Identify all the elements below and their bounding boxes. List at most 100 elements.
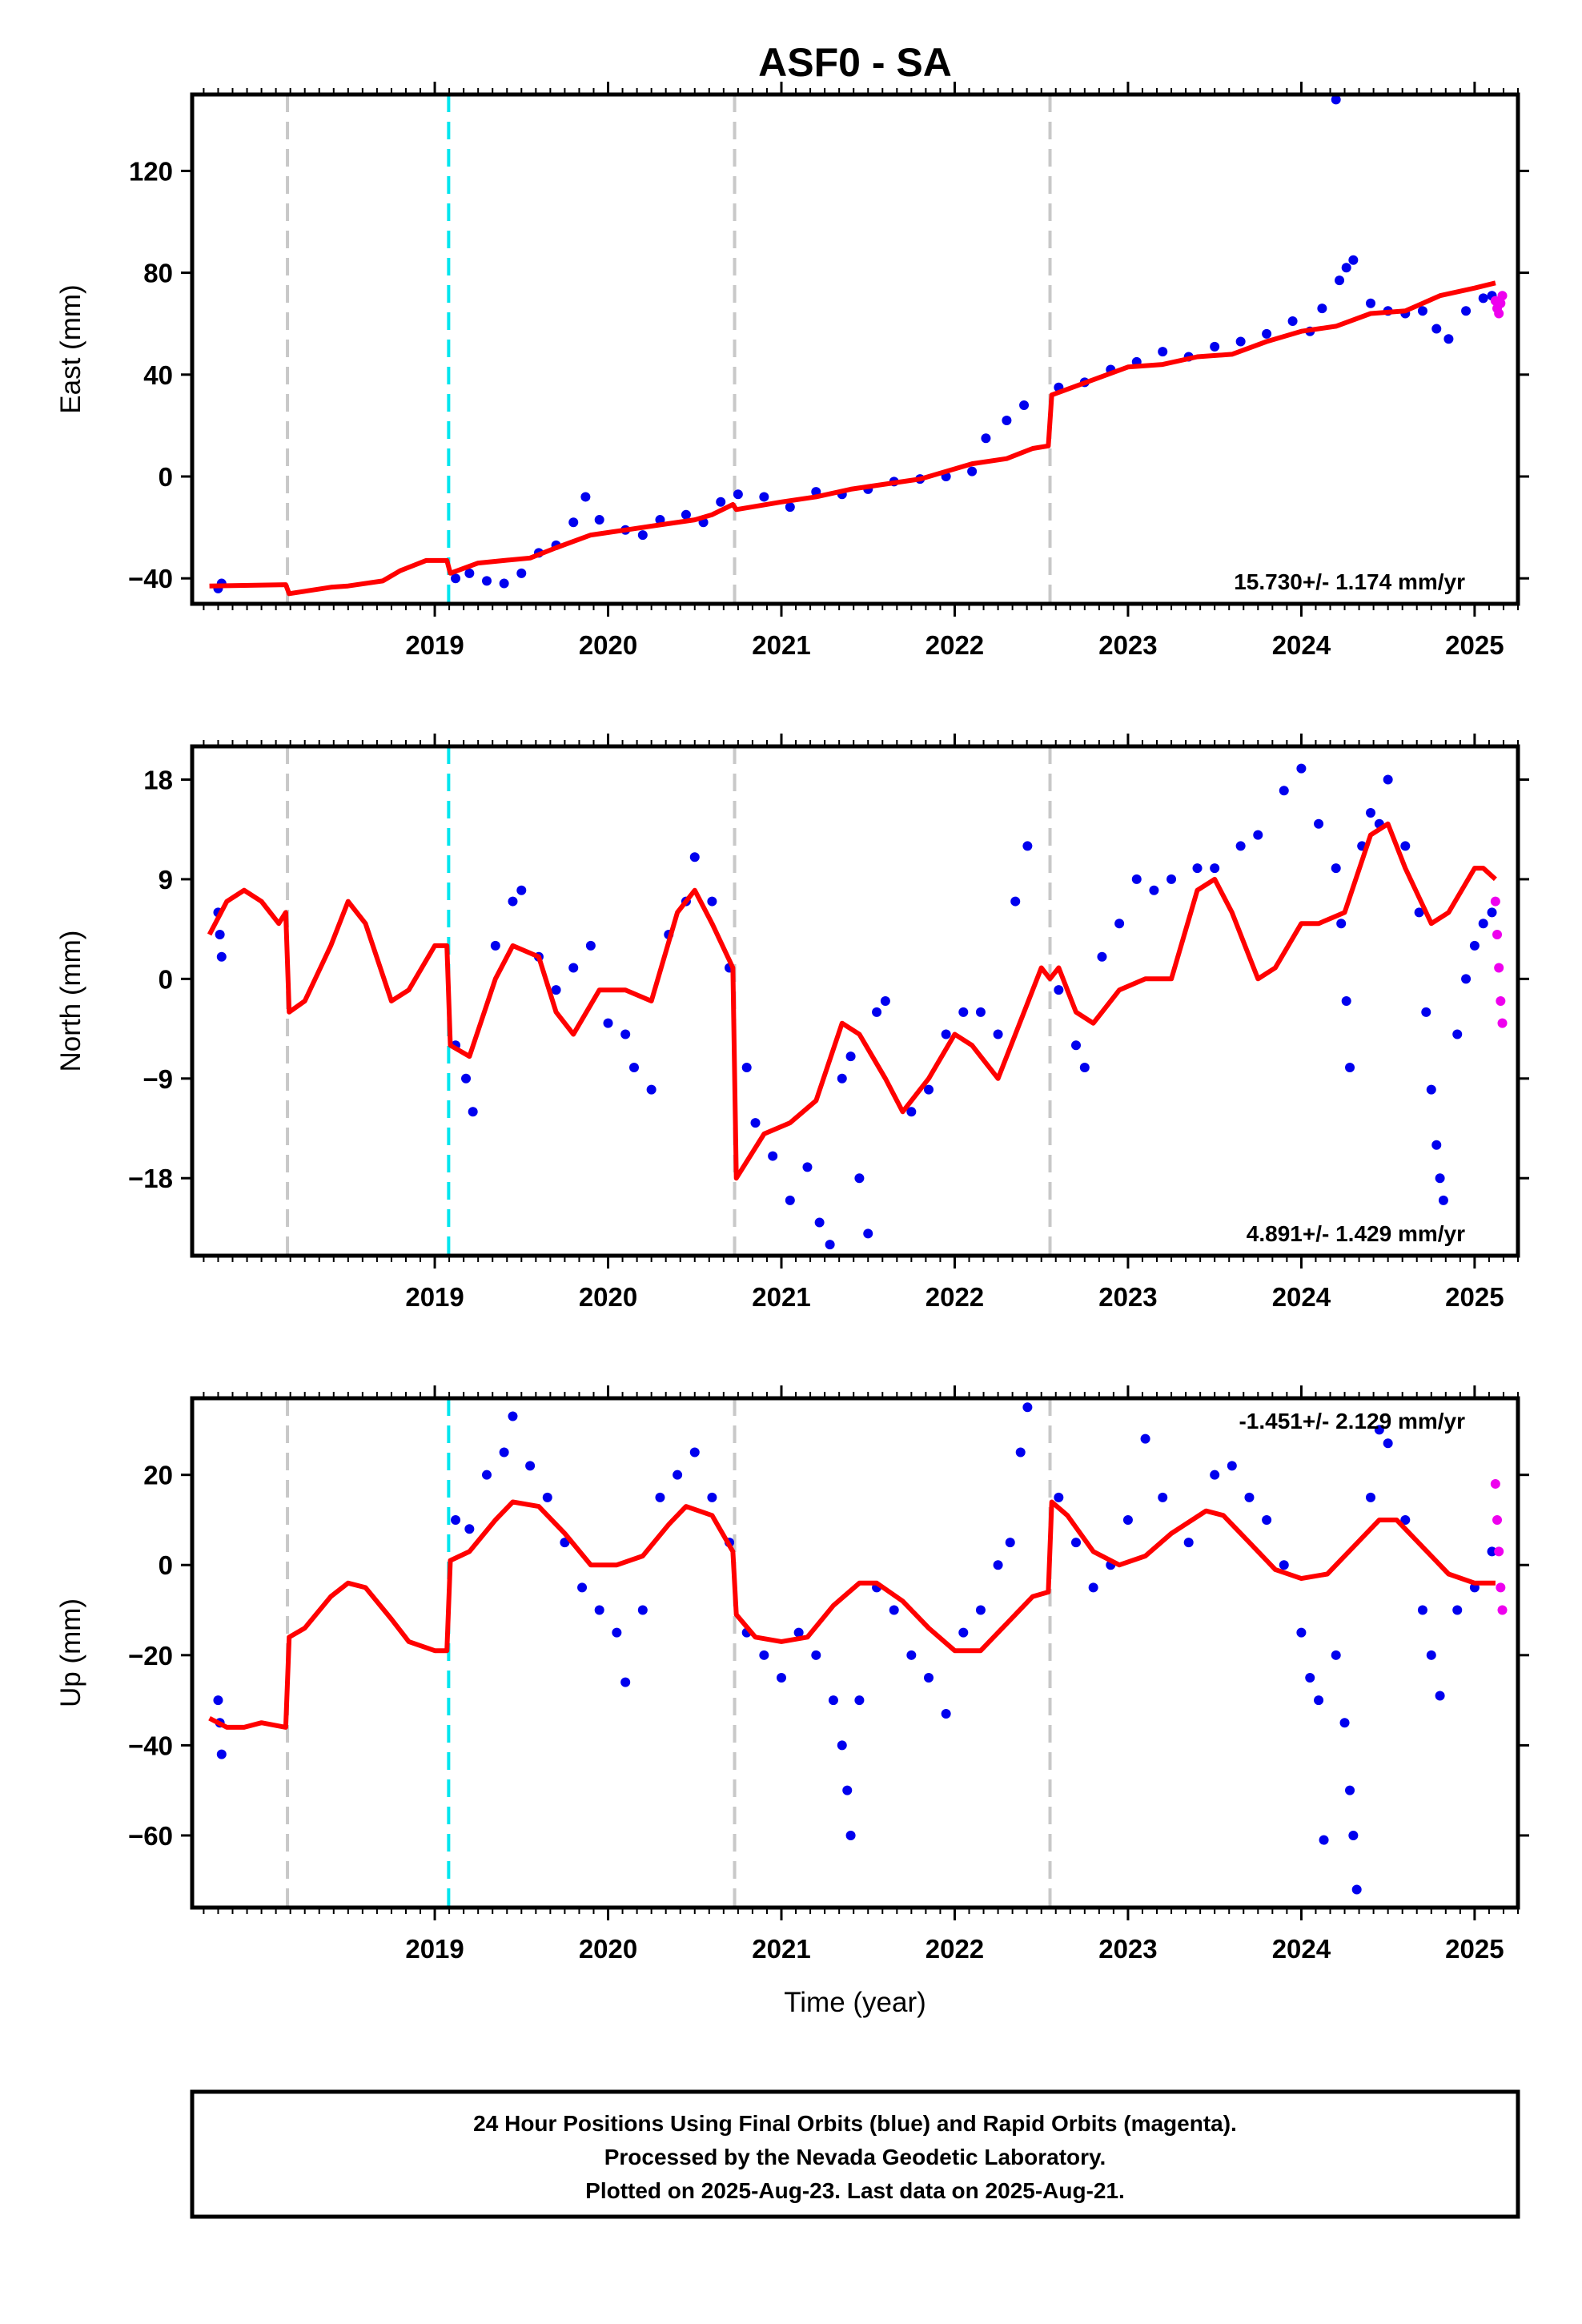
data-point-final xyxy=(837,1740,847,1751)
data-point-final xyxy=(1262,328,1272,339)
data-point-final xyxy=(1341,996,1351,1006)
data-point-final xyxy=(1002,416,1012,426)
rate-annotation: 15.730+/- 1.174 mm/yr xyxy=(1234,569,1465,594)
data-point-final xyxy=(1383,774,1393,785)
data-point-final xyxy=(629,1062,639,1072)
x-tick-label: 2021 xyxy=(752,1934,810,1964)
data-point-final xyxy=(785,1195,795,1205)
data-point-final xyxy=(1279,1560,1289,1570)
data-point-final xyxy=(1317,304,1327,314)
data-point-rapid xyxy=(1494,963,1504,973)
data-point-final xyxy=(508,1411,518,1421)
data-point-final xyxy=(759,492,769,502)
data-point-final xyxy=(1421,1007,1431,1017)
data-point-final xyxy=(845,1830,856,1840)
data-point-final xyxy=(1400,1514,1411,1525)
x-tick-label: 2023 xyxy=(1098,1934,1157,1964)
data-point-final xyxy=(981,433,991,444)
data-point-final xyxy=(1331,1650,1341,1660)
data-point-final xyxy=(1339,1718,1350,1728)
x-tick-label: 2020 xyxy=(579,630,637,660)
data-point-final xyxy=(1331,863,1341,874)
data-point-final xyxy=(1235,336,1246,347)
rate-annotation: 4.891+/- 1.429 mm/yr xyxy=(1247,1221,1465,1246)
data-point-final xyxy=(1253,830,1263,840)
data-point-final xyxy=(568,517,579,528)
data-point-final xyxy=(1487,907,1497,918)
x-tick-label: 2020 xyxy=(579,1934,637,1964)
data-point-rapid xyxy=(1492,930,1503,940)
data-point-rapid xyxy=(1496,996,1506,1006)
data-point-final xyxy=(1438,1195,1448,1205)
data-point-final xyxy=(872,1007,882,1017)
plot-area xyxy=(207,746,1508,1256)
data-point-final xyxy=(464,568,475,578)
data-point-final xyxy=(1443,334,1454,344)
data-point-rapid xyxy=(1497,291,1508,301)
data-point-final xyxy=(1227,1461,1237,1471)
data-point-final xyxy=(924,1084,934,1095)
data-point-final xyxy=(551,985,561,995)
x-tick-label: 2020 xyxy=(579,1282,637,1312)
data-point-final xyxy=(777,1672,786,1683)
y-tick-label: 18 xyxy=(143,765,173,794)
data-point-final xyxy=(689,1447,700,1458)
model-fit-curve xyxy=(208,1499,1496,1730)
data-point-final xyxy=(1336,919,1347,929)
data-point-final xyxy=(1461,974,1472,984)
data-point-final xyxy=(1374,1425,1384,1435)
data-point-final xyxy=(845,1051,856,1062)
data-point-final xyxy=(1097,951,1107,962)
data-point-final xyxy=(542,1492,552,1502)
data-point-final xyxy=(1319,1835,1329,1845)
data-point-final xyxy=(213,1695,223,1706)
data-point-final xyxy=(1431,1140,1442,1150)
data-point-final xyxy=(1015,1447,1026,1458)
data-point-final xyxy=(958,1627,969,1638)
data-point-final xyxy=(1287,316,1298,327)
data-point-final xyxy=(750,1118,761,1128)
data-point-final xyxy=(1305,1672,1315,1683)
y-tick-label: −18 xyxy=(128,1164,173,1193)
data-point-final xyxy=(1348,255,1359,265)
data-point-final xyxy=(216,951,227,962)
data-point-rapid xyxy=(1496,298,1506,308)
data-point-final xyxy=(1366,298,1375,308)
data-point-final xyxy=(580,492,591,502)
data-point-final xyxy=(1122,1514,1133,1525)
data-point-final xyxy=(490,940,500,951)
data-point-final xyxy=(468,1107,478,1117)
footer-box: 24 Hour Positions Using Final Orbits (bl… xyxy=(190,2089,1520,2219)
data-point-final xyxy=(1149,885,1159,895)
data-point-final xyxy=(216,1749,227,1759)
data-point-final xyxy=(1487,1546,1497,1557)
data-point-final xyxy=(889,1605,899,1615)
data-point-final xyxy=(594,515,604,525)
y-axis-label: Up (mm) xyxy=(55,1598,86,1707)
y-tick-label: −9 xyxy=(143,1064,173,1094)
data-point-final xyxy=(1262,1514,1272,1525)
data-point-final xyxy=(1331,94,1341,105)
data-point-final xyxy=(1010,896,1021,907)
data-point-final xyxy=(1088,1582,1098,1593)
data-point-final xyxy=(941,1029,951,1039)
footer-line-2: Processed by the Nevada Geodetic Laborat… xyxy=(604,2145,1106,2169)
data-point-rapid xyxy=(1497,1605,1508,1615)
data-point-final xyxy=(1279,786,1289,796)
y-tick-label: 0 xyxy=(159,964,173,994)
data-point-final xyxy=(1079,1062,1090,1072)
data-point-final xyxy=(854,1173,865,1184)
data-point-final xyxy=(516,568,527,578)
data-point-final xyxy=(1005,1538,1015,1548)
data-point-final xyxy=(451,573,461,584)
x-tick-label: 2021 xyxy=(752,1282,810,1312)
data-point-final xyxy=(1417,1605,1427,1615)
y-tick-label: 0 xyxy=(159,462,173,492)
data-point-final xyxy=(814,1217,825,1228)
data-point-rapid xyxy=(1494,308,1504,319)
data-point-final xyxy=(1054,1492,1064,1502)
data-point-final xyxy=(464,1524,475,1534)
chart-panels: 2019 2020 2021 2022 2023 2024 2025 −40 0 40 80 120 E… xyxy=(55,82,1529,1964)
data-point-rapid xyxy=(1497,1018,1508,1028)
